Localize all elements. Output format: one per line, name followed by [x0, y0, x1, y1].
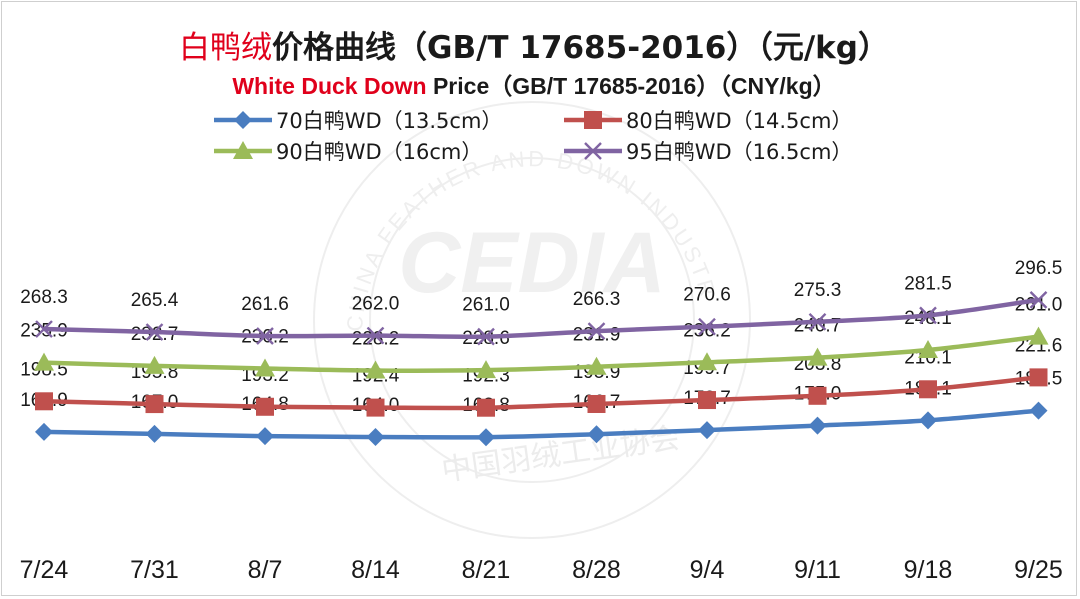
x-marker — [1029, 291, 1048, 309]
diamond-marker — [1029, 401, 1048, 420]
triangle-marker — [144, 355, 165, 374]
x-tick-label: 7/24 — [20, 556, 69, 584]
diamond-marker — [35, 422, 53, 441]
watermark-outer-ring — [313, 101, 751, 539]
triangle-marker — [476, 360, 496, 379]
chart-title-rest: 价格曲线（GB/T 17685-2016）（元/kg） — [272, 30, 889, 66]
chart-title: 白鸭绒价格曲线（GB/T 17685-2016）（元/kg） — [179, 30, 889, 66]
x-tick-label: 8/21 — [462, 556, 511, 584]
watermark-logo: CEDIA — [398, 215, 666, 311]
triangle-marker — [365, 360, 386, 379]
data-label: 228.2 — [352, 329, 400, 350]
data-label: 275.3 — [794, 280, 842, 301]
diamond-marker — [366, 428, 385, 446]
triangle-marker — [233, 141, 253, 159]
square-marker — [35, 392, 53, 411]
series-line — [43, 375, 1039, 411]
data-label: 261.6 — [241, 294, 289, 315]
legend-item: 95白鸭WD（16.5cm） — [564, 140, 852, 164]
legend-label: 80白鸭WD（14.5cm） — [626, 109, 852, 133]
square-marker — [366, 398, 385, 417]
data-label: 268.3 — [20, 287, 68, 308]
watermark-inner-ring — [369, 157, 695, 483]
x-tick-label: 9/4 — [690, 556, 725, 584]
triangle-marker — [34, 352, 54, 371]
x-tick-label: 7/31 — [130, 556, 179, 584]
x-marker — [145, 323, 164, 341]
square-marker — [477, 398, 495, 417]
diamond-marker — [919, 411, 937, 430]
data-label: 261.0 — [1015, 295, 1063, 316]
data-label: 265.4 — [131, 290, 179, 311]
diamond-marker — [477, 428, 495, 447]
data-label: 232.7 — [131, 324, 179, 345]
x-marker — [366, 326, 385, 345]
chart-subtitle-rest: Price（GB/T 17685-2016）（CNY/kg） — [427, 73, 836, 99]
x-marker — [698, 317, 716, 336]
diamond-marker — [145, 424, 164, 443]
data-label: 221.6 — [1015, 335, 1063, 356]
legend-item: 70白鸭WD（13.5cm） — [214, 109, 502, 133]
diamond-marker — [698, 421, 716, 440]
square-marker — [587, 394, 606, 413]
data-label: 261.0 — [462, 295, 510, 316]
x-marker — [584, 142, 602, 160]
legend-label: 70白鸭WD（13.5cm） — [276, 109, 502, 133]
x-marker — [477, 327, 495, 346]
triangle-marker — [1028, 326, 1049, 345]
diamond-marker — [234, 111, 252, 129]
data-label: 281.5 — [904, 273, 952, 294]
series-line — [43, 297, 1039, 340]
legend: 70白鸭WD（13.5cm） 80白鸭WD（14.5cm） 90白鸭WD（16cm）… — [214, 109, 852, 164]
series-line — [43, 334, 1039, 373]
diamond-marker — [587, 425, 606, 444]
x-tick-label: 9/25 — [1014, 556, 1063, 584]
square-marker — [145, 395, 164, 414]
x-tick-label: 8/14 — [351, 556, 400, 584]
square-marker — [1029, 368, 1048, 387]
x-tick-label: 9/18 — [904, 556, 953, 584]
x-tick-label: 8/28 — [572, 556, 621, 584]
legend-label: 95白鸭WD（16.5cm） — [626, 140, 852, 164]
square-marker — [919, 380, 937, 399]
triangle-marker — [586, 356, 607, 375]
data-label: 262.0 — [352, 294, 400, 315]
x-axis: 7/24 7/31 8/7 8/14 8/21 8/28 9/4 9/11 9/18 9/25 — [20, 556, 1063, 584]
triangle-marker — [918, 339, 938, 358]
x-marker — [587, 322, 606, 340]
x-marker — [919, 306, 937, 325]
square-marker — [584, 111, 602, 129]
x-marker — [808, 312, 827, 331]
series: 198.5195.8193.2192.4192.3195.9199.7203.8… — [20, 335, 1063, 417]
series-layer: 168.9167.0164.8164.0163.8166.7170.7175.0… — [20, 258, 1063, 447]
legend-label: 90白鸭WD（16cm） — [276, 140, 482, 164]
legend-item: 80白鸭WD（14.5cm） — [564, 109, 852, 133]
triangle-marker — [255, 358, 275, 377]
series-line — [43, 408, 1039, 440]
data-label: 270.6 — [683, 285, 731, 306]
square-marker — [698, 391, 716, 410]
data-label: 296.5 — [1015, 258, 1063, 279]
diamond-marker — [808, 416, 827, 435]
legend-item: 90白鸭WD（16cm） — [214, 140, 482, 164]
series: 268.3 265.4 261.6 262.0 261.0 266.3 270.6 275.3… — [20, 258, 1063, 346]
x-marker — [256, 327, 274, 345]
x-tick-label: 9/11 — [794, 556, 841, 584]
diamond-marker — [256, 427, 274, 446]
x-tick-label: 8/7 — [248, 556, 283, 584]
triangle-marker — [807, 347, 828, 366]
data-label: 266.3 — [573, 289, 621, 310]
square-marker — [256, 397, 274, 416]
triangle-marker — [697, 352, 717, 371]
chart-subtitle: White Duck Down Price（GB/T 17685-2016）（C… — [232, 73, 835, 99]
x-marker — [35, 320, 53, 338]
chart-title-highlight: 白鸭绒 — [179, 30, 272, 66]
chart-subtitle-highlight: White Duck Down — [232, 73, 426, 99]
square-marker — [808, 386, 827, 405]
data-label: 236.2 — [683, 320, 731, 341]
data-label: 231.9 — [573, 325, 621, 346]
